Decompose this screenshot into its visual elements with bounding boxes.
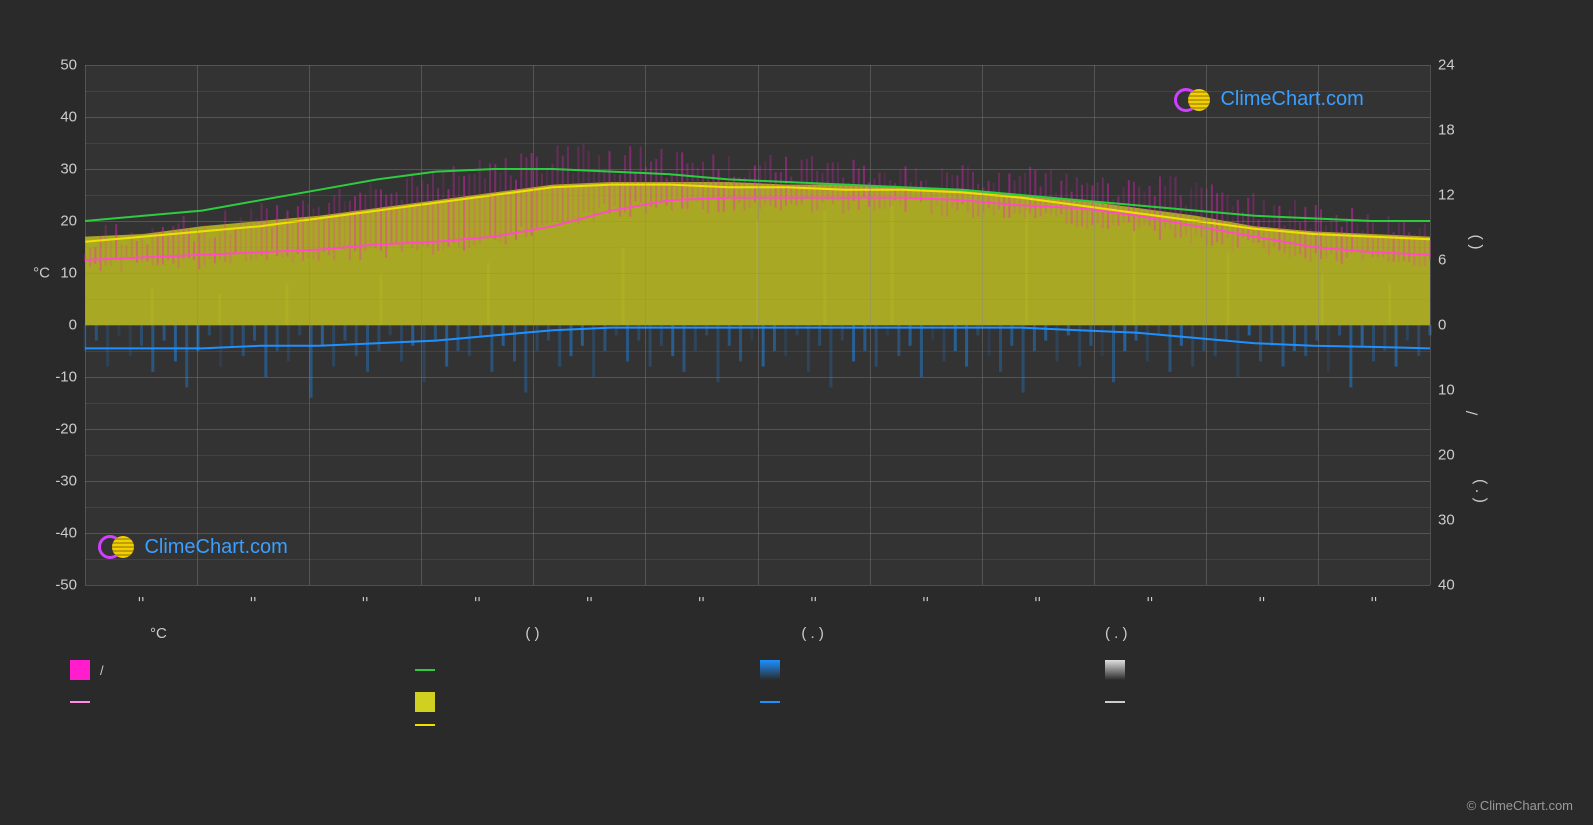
- y-right-tick: 6: [1438, 252, 1446, 269]
- y-left-tick: -30: [55, 473, 77, 490]
- watermark: ClimeChart.com: [98, 533, 287, 561]
- y-left-tick: 50: [60, 57, 77, 74]
- y-left-tick: -20: [55, 421, 77, 438]
- y-right-label: /: [1461, 411, 1479, 415]
- x-tick: יי: [1371, 593, 1378, 608]
- y-left-tick: 20: [60, 213, 77, 230]
- y-right-label: ( . ): [1471, 479, 1489, 503]
- y-right-label: ( ): [1467, 234, 1485, 249]
- x-tick: יי: [138, 593, 145, 608]
- y-right-tick: 40: [1438, 577, 1455, 594]
- grid-v: [1430, 65, 1431, 585]
- y-left-tick: 0: [69, 317, 77, 334]
- legend-swatch: [415, 669, 435, 671]
- legend-swatch: [70, 660, 90, 680]
- x-tick: יי: [922, 593, 929, 608]
- legend-item: [415, 724, 760, 726]
- legend-item: [1105, 724, 1450, 726]
- grid-v: [197, 65, 198, 585]
- grid-v: [533, 65, 534, 585]
- legend-rows: /: [70, 660, 1450, 726]
- grid-v: [85, 65, 86, 585]
- legend-header-item: °C: [70, 625, 525, 642]
- y-right-tick: 12: [1438, 187, 1455, 204]
- legend: °C( )( . )( . ) /: [70, 625, 1450, 726]
- y-left-tick: 30: [60, 161, 77, 178]
- x-tick: יי: [810, 593, 817, 608]
- legend-swatch: [1105, 660, 1125, 680]
- grid-h: [85, 585, 1430, 586]
- x-tick: יי: [250, 593, 257, 608]
- grid-v: [1318, 65, 1319, 585]
- x-tick: יי: [362, 593, 369, 608]
- y-right-tick: 0: [1438, 317, 1446, 334]
- grid-v: [645, 65, 646, 585]
- copyright: © ClimeChart.com: [1467, 798, 1573, 813]
- y-right-tick: 24: [1438, 57, 1455, 74]
- grid-v: [421, 65, 422, 585]
- x-tick: יי: [1034, 593, 1041, 608]
- grid-v: [758, 65, 759, 585]
- chart-container: -50-40-30-20-1001020304050 0612182410203…: [85, 65, 1430, 585]
- legend-item: [760, 660, 1105, 680]
- x-tick: יי: [1146, 593, 1153, 608]
- y-axis-left-title: °C: [33, 265, 50, 282]
- grid-v: [982, 65, 983, 585]
- y-left-tick: 40: [60, 109, 77, 126]
- legend-swatch: [760, 701, 780, 703]
- y-left-tick: -10: [55, 369, 77, 386]
- legend-item: [70, 692, 415, 712]
- legend-item: [760, 692, 1105, 712]
- legend-label: /: [100, 663, 104, 678]
- y-right-tick: 10: [1438, 382, 1455, 399]
- y-left-tick: -50: [55, 577, 77, 594]
- legend-item: [1105, 692, 1450, 712]
- legend-item: [415, 660, 760, 680]
- x-tick: יי: [474, 593, 481, 608]
- legend-header-item: ( . ): [1105, 625, 1450, 642]
- legend-swatch: [415, 692, 435, 712]
- watermark-text: ClimeChart.com: [1220, 88, 1363, 111]
- y-right-tick: 18: [1438, 122, 1455, 139]
- legend-item: [760, 724, 1105, 726]
- legend-header-item: ( ): [525, 625, 801, 642]
- legend-header: °C( )( . )( . ): [70, 625, 1450, 642]
- legend-item: [1105, 660, 1450, 680]
- y-left-tick: 10: [60, 265, 77, 282]
- legend-item: /: [70, 660, 415, 680]
- logo-icon: [1174, 86, 1214, 114]
- logo-icon: [98, 533, 138, 561]
- legend-item: [70, 724, 415, 726]
- legend-swatch: [70, 701, 90, 703]
- grid-v: [309, 65, 310, 585]
- y-right-tick: 30: [1438, 512, 1455, 529]
- legend-header-item: ( . ): [801, 625, 1105, 642]
- x-tick: יי: [698, 593, 705, 608]
- grid-v: [1094, 65, 1095, 585]
- y-right-tick: 20: [1438, 447, 1455, 464]
- legend-swatch: [760, 660, 780, 680]
- legend-swatch: [415, 724, 435, 726]
- watermark-text: ClimeChart.com: [144, 536, 287, 559]
- grid-v: [870, 65, 871, 585]
- x-tick: יי: [1258, 593, 1265, 608]
- x-tick: יי: [586, 593, 593, 608]
- legend-item: [415, 692, 760, 712]
- grid-v: [1206, 65, 1207, 585]
- watermark: ClimeChart.com: [1174, 86, 1363, 114]
- legend-swatch: [1105, 701, 1125, 703]
- y-left-tick: -40: [55, 525, 77, 542]
